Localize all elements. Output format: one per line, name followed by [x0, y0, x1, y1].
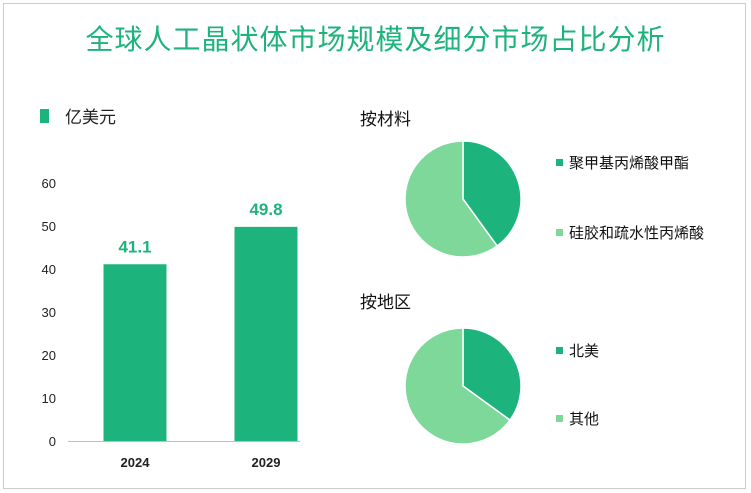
- page-title: 全球人工晶状体市场规模及细分市场占比分析: [85, 23, 666, 56]
- pie-material-slice: [462, 140, 522, 247]
- pie1-legend-item-1: 硅胶和疏水性丙烯酸: [556, 222, 704, 243]
- y-tick-label: 50: [42, 219, 56, 234]
- pie2-legend-label-0: 北美: [569, 342, 600, 360]
- bar: [234, 226, 298, 441]
- bar-legend: 亿美元: [40, 103, 116, 128]
- pie-material-slice: [404, 140, 499, 258]
- y-tick-label: 40: [42, 262, 56, 277]
- pie2-legend-swatch-1: [556, 415, 563, 422]
- pie1-legend-swatch-1: [556, 229, 563, 236]
- pie2-legend-item-1: 其他: [556, 408, 599, 429]
- pie2-legend-label-1: 其他: [569, 410, 600, 428]
- pie-region-slice: [404, 327, 511, 445]
- pie-title-material: 按材料: [360, 110, 411, 130]
- pie1-legend-item-0: 聚甲基丙烯酸甲酯: [556, 152, 689, 173]
- data-label: 49.8: [249, 200, 282, 219]
- bar-legend-label: 亿美元: [65, 108, 116, 128]
- y-tick-label: 60: [42, 176, 56, 191]
- x-tick-label: 2029: [252, 455, 281, 470]
- data-label: 41.1: [118, 237, 151, 256]
- pie1-legend-label-1: 硅胶和疏水性丙烯酸: [569, 224, 705, 242]
- y-tick-label: 10: [42, 391, 56, 406]
- pie2-legend-item-0: 北美: [556, 340, 599, 361]
- pie1-legend-label-0: 聚甲基丙烯酸甲酯: [569, 154, 690, 172]
- chart-frame: [3, 3, 746, 489]
- pie-region-slice: [462, 327, 522, 422]
- bar: [103, 264, 167, 441]
- y-tick-label: 30: [42, 305, 56, 320]
- pie1-legend-swatch-0: [556, 159, 563, 166]
- y-tick-label: 0: [49, 434, 56, 449]
- bar-legend-swatch: [40, 108, 49, 123]
- x-tick-label: 2024: [121, 455, 151, 470]
- y-tick-label: 20: [42, 348, 56, 363]
- pie-title-region: 按地区: [360, 293, 411, 313]
- pie2-legend-swatch-0: [556, 347, 563, 354]
